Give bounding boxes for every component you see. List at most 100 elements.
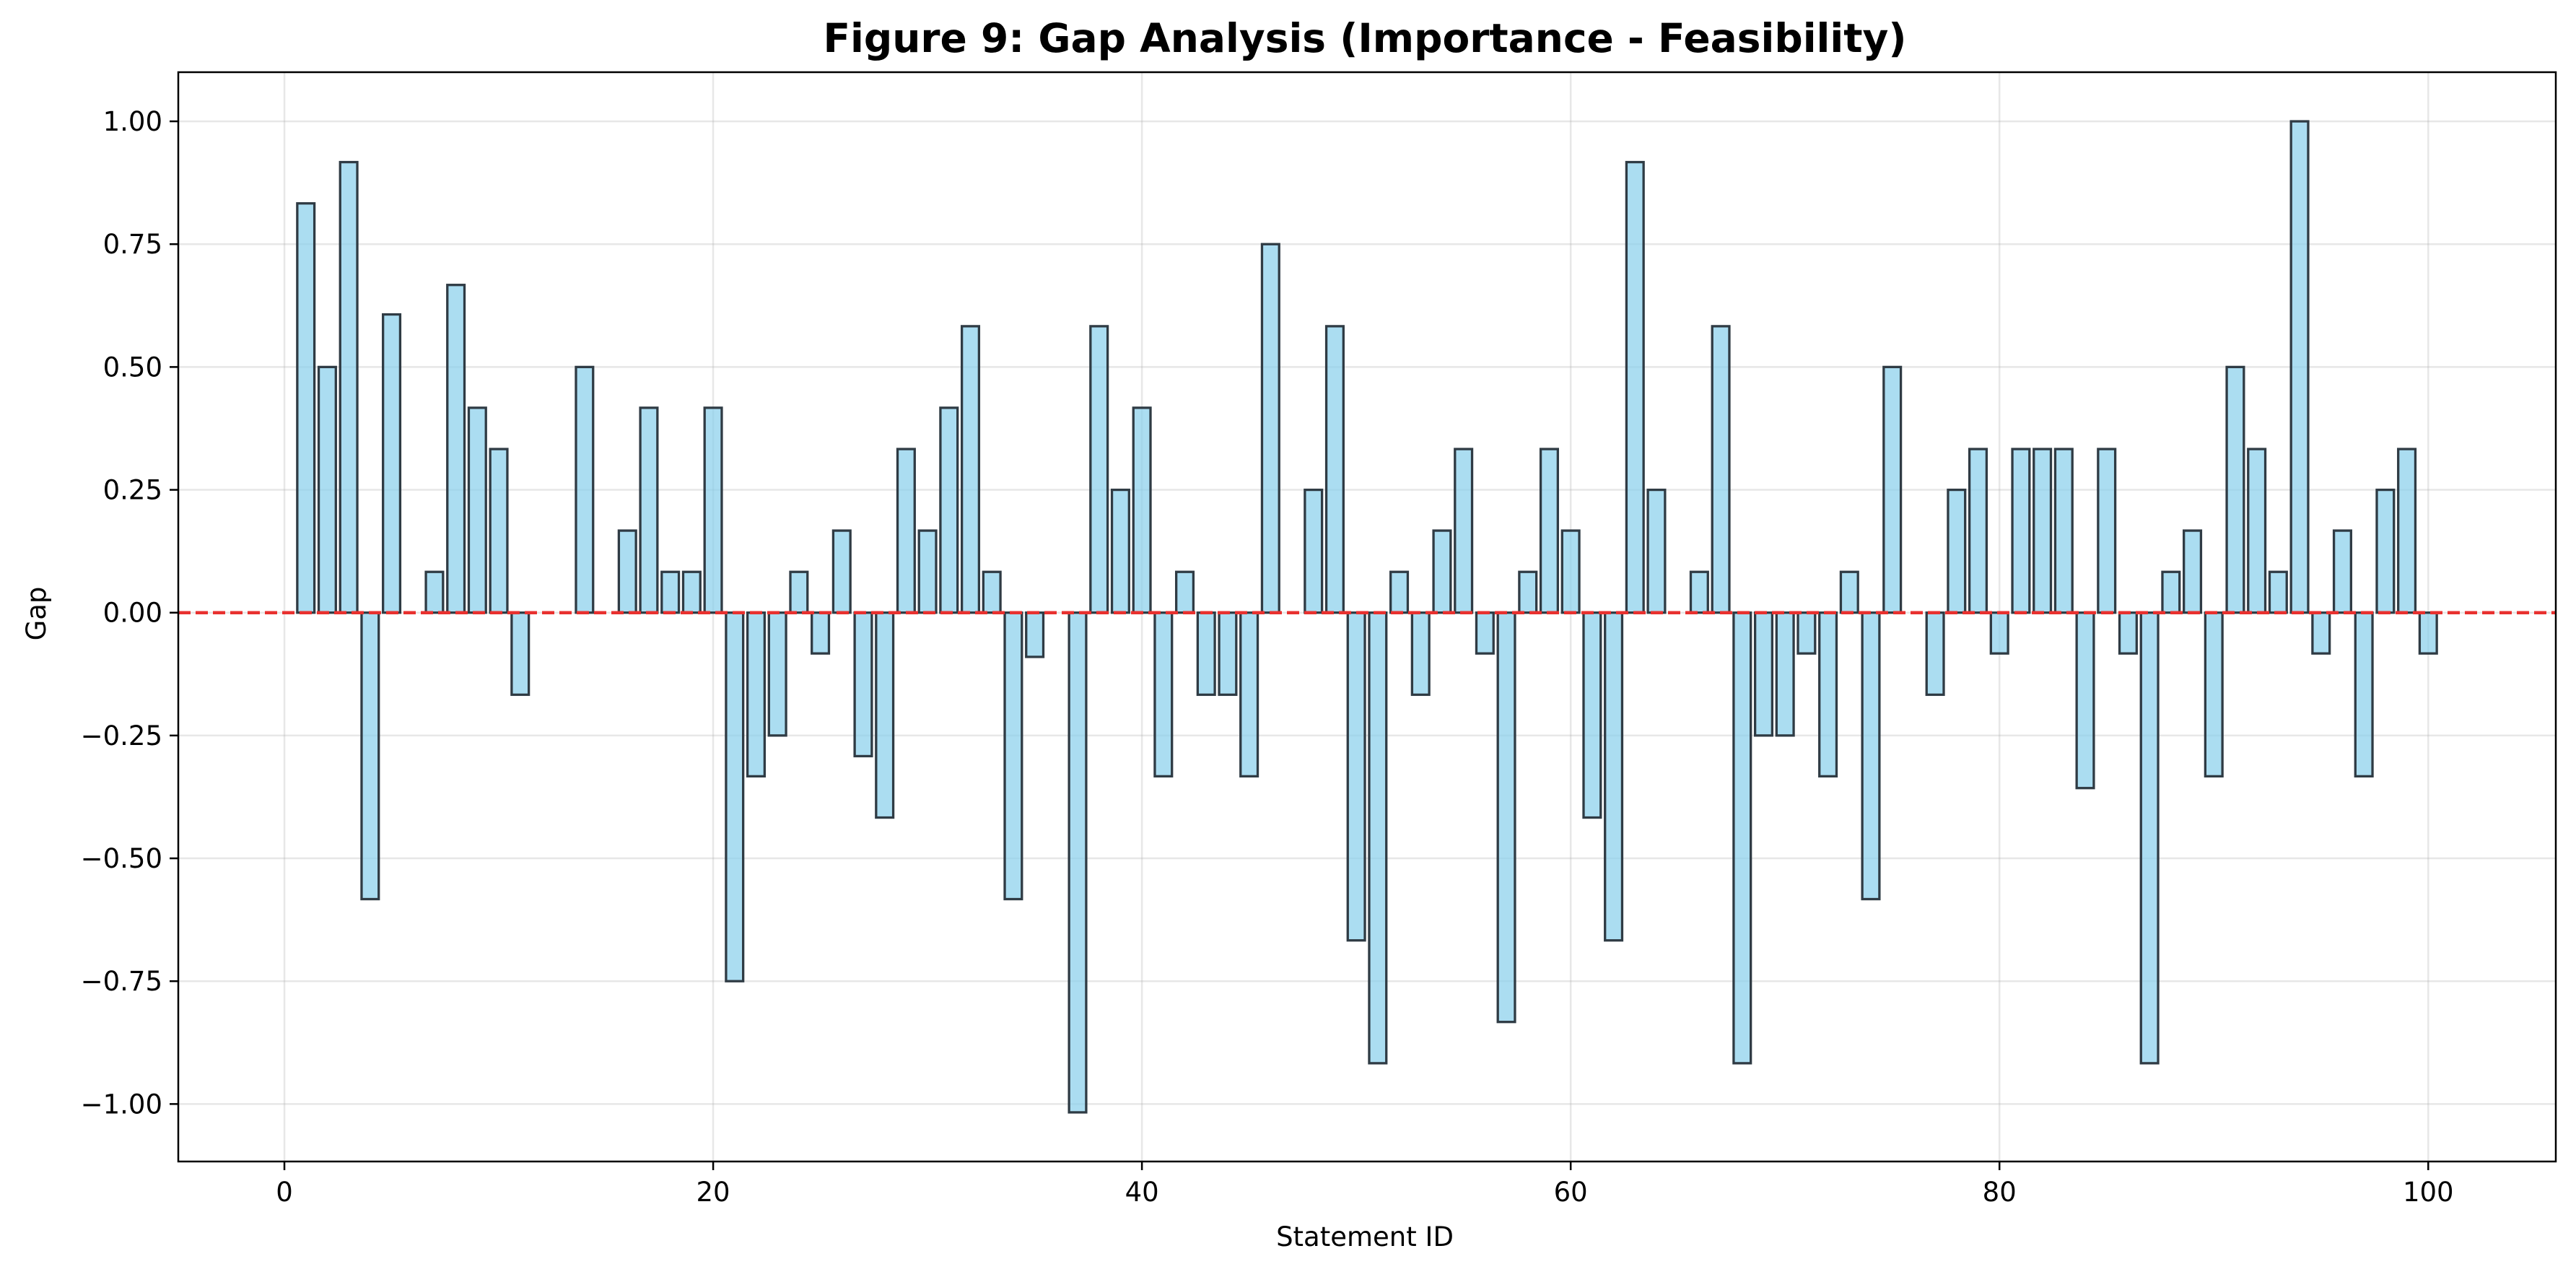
y-tick-label: −0.50 <box>81 843 162 874</box>
y-tick-label: 0.00 <box>103 598 162 629</box>
bar <box>424 570 445 614</box>
y-axis-ticks: 1.00 0.75 0.50 0.25 0.00 −0.25 −0.50 −0.75 −1.00 <box>81 106 178 1120</box>
bar <box>2118 611 2138 655</box>
bar <box>1454 448 1474 614</box>
bar <box>1260 243 1280 614</box>
bar <box>2053 448 2074 614</box>
y-tick-label: −1.00 <box>81 1089 162 1120</box>
bar <box>1775 611 1795 737</box>
y-tick-label: 1.00 <box>103 106 162 137</box>
x-tick-label: 80 <box>1983 1177 2017 1208</box>
bar <box>896 448 916 614</box>
bar <box>1968 448 1988 614</box>
bar <box>789 570 809 614</box>
bar <box>2332 529 2352 614</box>
bar <box>1475 611 1495 655</box>
bar <box>1324 325 1345 614</box>
x-tick-label: 40 <box>1125 1177 1159 1208</box>
bar <box>446 284 466 614</box>
bar <box>2311 611 2331 655</box>
bar <box>1496 611 1516 1024</box>
y-tick-label: 0.75 <box>103 229 162 260</box>
bar <box>296 202 316 614</box>
x-tick-label: 100 <box>2403 1177 2454 1208</box>
bar <box>939 406 959 614</box>
bar <box>1582 611 1602 819</box>
bar <box>339 160 359 614</box>
bar <box>2397 448 2417 614</box>
bar <box>2247 448 2267 614</box>
bar <box>1132 406 1152 614</box>
bar <box>853 611 873 758</box>
bar <box>1861 611 1881 901</box>
bar <box>725 611 745 982</box>
bar <box>2011 448 2031 614</box>
y-tick-label: −0.25 <box>81 720 162 751</box>
bar <box>1346 611 1366 942</box>
y-tick-label: −0.75 <box>81 966 162 997</box>
bar <box>1539 448 1560 614</box>
bar <box>2183 529 2203 614</box>
x-axis-label: Statement ID <box>1276 1221 1454 1252</box>
plot-frame <box>177 71 2557 1163</box>
bar <box>617 529 637 614</box>
bar <box>1368 611 1388 1065</box>
bar <box>746 611 767 778</box>
x-tick-label: 60 <box>1554 1177 1588 1208</box>
bar <box>2354 611 2374 778</box>
bar <box>703 406 723 614</box>
bar <box>982 570 1002 614</box>
bar <box>1818 611 1838 778</box>
bar <box>1796 611 1817 655</box>
bar <box>2375 488 2396 614</box>
bar <box>1604 611 1624 942</box>
bar <box>875 611 895 819</box>
bar <box>382 313 402 614</box>
bar <box>1518 570 1538 614</box>
bar <box>681 570 702 614</box>
bar <box>1174 570 1195 614</box>
bar <box>917 529 938 614</box>
bar <box>2075 611 2095 790</box>
bar <box>1646 488 1667 614</box>
bar <box>2033 448 2053 614</box>
bar <box>1711 325 1731 614</box>
bar <box>1989 611 2009 655</box>
bar <box>1003 611 1023 901</box>
bar <box>2289 120 2310 614</box>
bar <box>1625 160 1645 614</box>
bar <box>317 365 337 614</box>
bar <box>767 611 787 737</box>
bar <box>2268 570 2288 614</box>
y-axis-label: Gap <box>21 587 52 641</box>
bar <box>1432 529 1452 614</box>
bar <box>1925 611 1945 697</box>
bar <box>1304 488 1324 614</box>
bar <box>1689 570 1709 614</box>
bar <box>489 448 509 614</box>
bar <box>360 611 380 901</box>
chart-title: Figure 9: Gap Analysis (Importance - Fea… <box>823 15 1906 61</box>
bar <box>2139 611 2160 1065</box>
bar <box>2225 365 2245 614</box>
bar <box>467 406 487 614</box>
x-axis-ticks: 0 20 40 60 80 100 <box>276 1161 2454 1208</box>
bar <box>1560 529 1581 614</box>
bar <box>1110 488 1130 614</box>
bar <box>1839 570 1859 614</box>
bar <box>811 611 831 655</box>
bar <box>639 406 659 614</box>
bar <box>831 529 852 614</box>
bar <box>1025 611 1045 658</box>
x-tick-label: 0 <box>276 1177 293 1208</box>
bar <box>1732 611 1752 1065</box>
bar <box>2161 570 2181 614</box>
bar <box>960 325 981 614</box>
bar <box>1239 611 1259 778</box>
bar <box>1389 570 1410 614</box>
bar <box>510 611 531 697</box>
bar <box>1089 325 1109 614</box>
bar <box>1753 611 1774 737</box>
bar <box>660 570 681 614</box>
